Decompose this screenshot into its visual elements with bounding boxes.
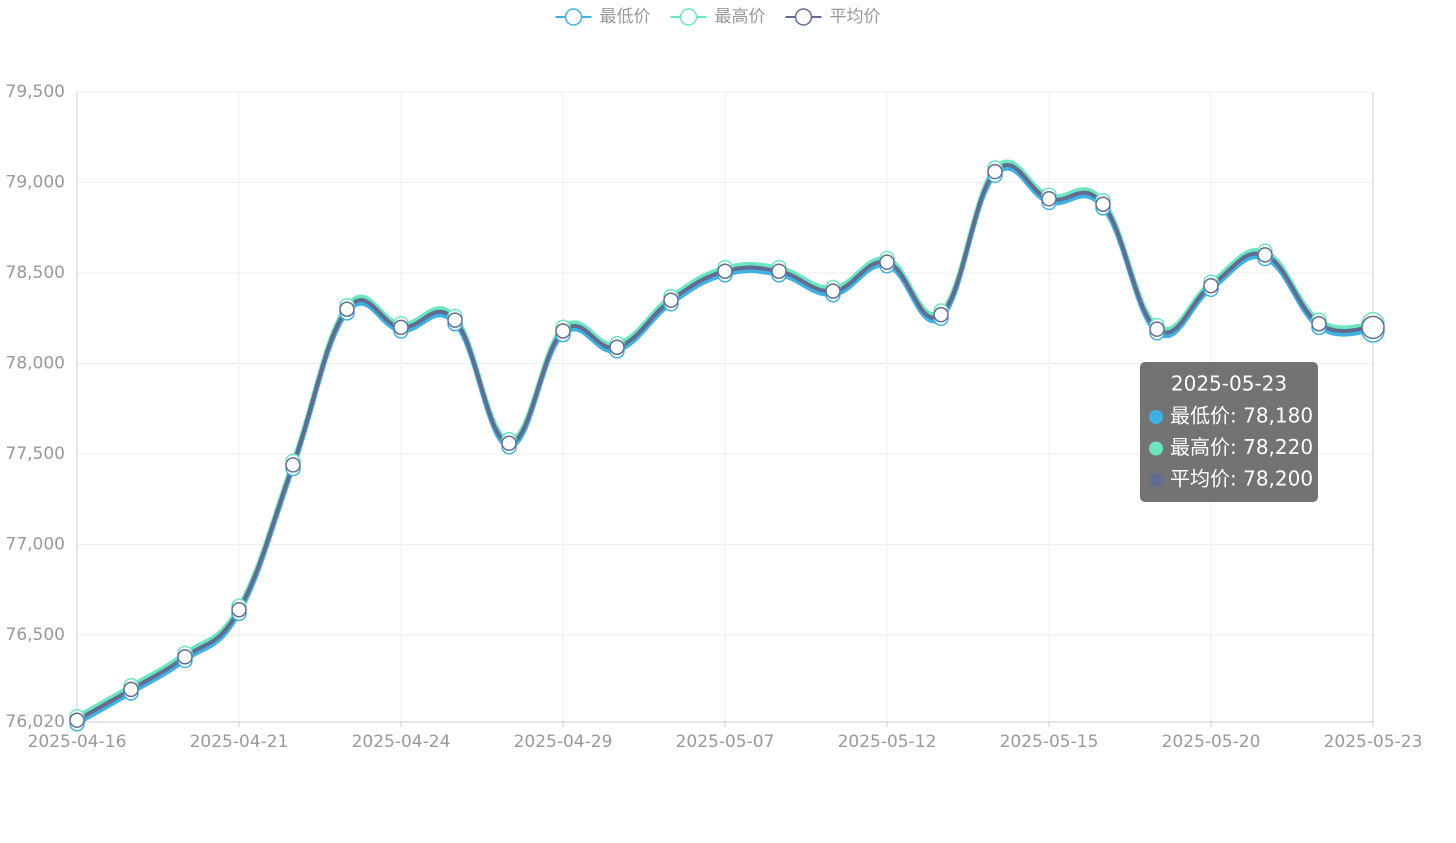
data-point: [1203, 277, 1219, 294]
y-tick-label: 76,020: [6, 712, 65, 732]
tooltip-title: 2025-05-23: [1171, 372, 1287, 396]
data-point: [1361, 315, 1385, 340]
data-point: [1257, 247, 1273, 263]
y-tick-label: 79,000: [6, 173, 65, 193]
data-point: [987, 163, 1003, 180]
tooltip-dot: [1149, 410, 1163, 424]
y-tick-label: 78,000: [6, 354, 65, 374]
data-point: [609, 339, 625, 356]
legend-icon: [794, 8, 813, 26]
x-tick-label: 2025-05-20: [1162, 732, 1261, 752]
data-point: [69, 712, 85, 728]
data-point: [177, 649, 193, 665]
data-point: [771, 263, 787, 279]
series-line: [76, 162, 1374, 722]
x-tick-label: 2025-05-15: [1000, 732, 1099, 752]
data-point: [1041, 191, 1057, 207]
x-tick-label: 2025-05-07: [676, 732, 775, 752]
y-tick-label: 77,500: [6, 444, 65, 464]
data-point: [879, 254, 895, 270]
legend-label: 最高价: [715, 7, 766, 27]
legend-label: 平均价: [830, 7, 881, 27]
data-point: [501, 435, 517, 451]
data-point: [393, 319, 409, 336]
data-point: [555, 323, 571, 339]
tooltip: 2025-05-23 最低价: 78,180 最高价: 78,220 平均价: 78,…: [1140, 362, 1318, 502]
y-tick-label: 77,000: [6, 535, 65, 555]
y-tick-label: 78,500: [6, 263, 65, 283]
x-tick-label: 2025-05-12: [838, 732, 937, 752]
data-point: [123, 681, 139, 698]
x-tick-label: 2025-04-21: [190, 732, 289, 752]
data-point: [933, 306, 949, 323]
data-point: [447, 312, 463, 328]
y-tick-label: 79,500: [6, 82, 65, 102]
tooltip-dot: [1149, 473, 1163, 487]
data-point: [825, 283, 841, 299]
data-point: [717, 263, 733, 279]
data-point: [1311, 315, 1327, 332]
data-point: [1149, 321, 1165, 337]
x-tick-label: 2025-04-24: [352, 732, 451, 752]
tooltip-box: [1140, 362, 1318, 502]
tooltip-row: 最低价: 78,180: [1170, 404, 1313, 428]
x-tick-label: 2025-04-29: [514, 732, 613, 752]
legend-icon: [564, 8, 583, 26]
tooltip-row: 平均价: 78,200: [1170, 467, 1313, 491]
data-point: [285, 457, 301, 473]
x-tick-label: 2025-04-16: [28, 732, 127, 752]
data-point: [339, 301, 355, 317]
tooltip-dot: [1149, 441, 1163, 456]
data-point: [1095, 196, 1111, 212]
tooltip-row: 最高价: 78,220: [1170, 435, 1313, 459]
legend-icon: [679, 8, 698, 26]
legend-label: 最低价: [600, 7, 651, 27]
data-point: [231, 602, 247, 618]
x-tick-label: 2025-05-23: [1324, 732, 1423, 752]
data-point: [663, 292, 679, 308]
y-tick-label: 76,500: [6, 625, 65, 645]
